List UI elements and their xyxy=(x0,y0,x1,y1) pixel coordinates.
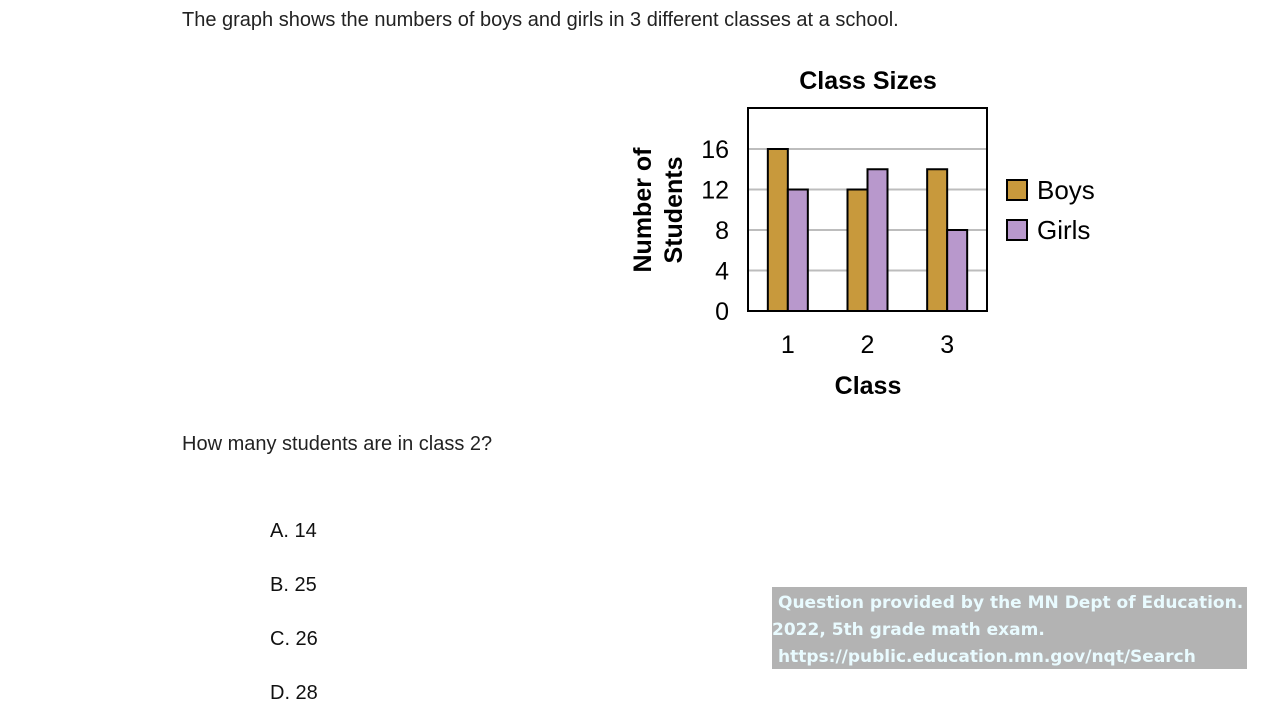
y-tick-labels: 0 4 8 12 16 xyxy=(701,136,729,326)
x-tick-labels: 1 2 3 xyxy=(781,331,954,359)
x-tick-label: 2 xyxy=(861,331,875,359)
choice-d[interactable]: D. 28 xyxy=(270,682,318,704)
credit-line-2: 2022, 5th grade math exam. xyxy=(772,620,1045,640)
bar-girls-class-2 xyxy=(866,168,889,312)
bar-girls-class-3 xyxy=(946,229,969,312)
credit-line-1: Question provided by the MN Dept of Educ… xyxy=(778,593,1244,613)
y-tick-label: 8 xyxy=(715,217,729,245)
bar-girls-class-1 xyxy=(786,188,809,312)
legend-label-girls: Girls xyxy=(1037,215,1090,245)
y-tick-label: 16 xyxy=(701,136,729,164)
chart-title: Class Sizes xyxy=(799,67,937,95)
legend-swatch-girls xyxy=(1006,219,1028,241)
y-axis-label-line2: Students xyxy=(660,157,688,264)
choice-b[interactable]: B. 25 xyxy=(270,574,317,596)
source-credit: Question provided by the MN Dept of Educ… xyxy=(772,587,1247,669)
choice-a[interactable]: A. 14 xyxy=(270,520,317,542)
choice-c[interactable]: C. 26 xyxy=(270,628,318,650)
y-tick-label: 0 xyxy=(715,298,729,326)
legend-swatch-boys xyxy=(1006,179,1028,201)
x-tick-label: 1 xyxy=(781,331,795,359)
bar-boys-class-1 xyxy=(766,148,789,312)
question-text: How many students are in class 2? xyxy=(182,433,493,455)
x-tick-label: 3 xyxy=(940,331,954,359)
credit-line-3: https://public.education.mn.gov/nqt/Sear… xyxy=(778,647,1196,667)
y-tick-label: 4 xyxy=(715,258,729,286)
y-axis-label-line1: Number of xyxy=(629,147,657,273)
plot-frame xyxy=(747,107,988,312)
legend-label-boys: Boys xyxy=(1037,175,1095,205)
legend: Boys Girls xyxy=(1006,175,1095,245)
bar-boys-class-3 xyxy=(926,168,949,312)
x-axis-label: Class xyxy=(835,372,902,400)
bar-boys-class-2 xyxy=(846,188,869,312)
bars xyxy=(766,148,969,312)
y-tick-label: 12 xyxy=(701,177,729,205)
question-stem: The graph shows the numbers of boys and … xyxy=(182,9,899,31)
